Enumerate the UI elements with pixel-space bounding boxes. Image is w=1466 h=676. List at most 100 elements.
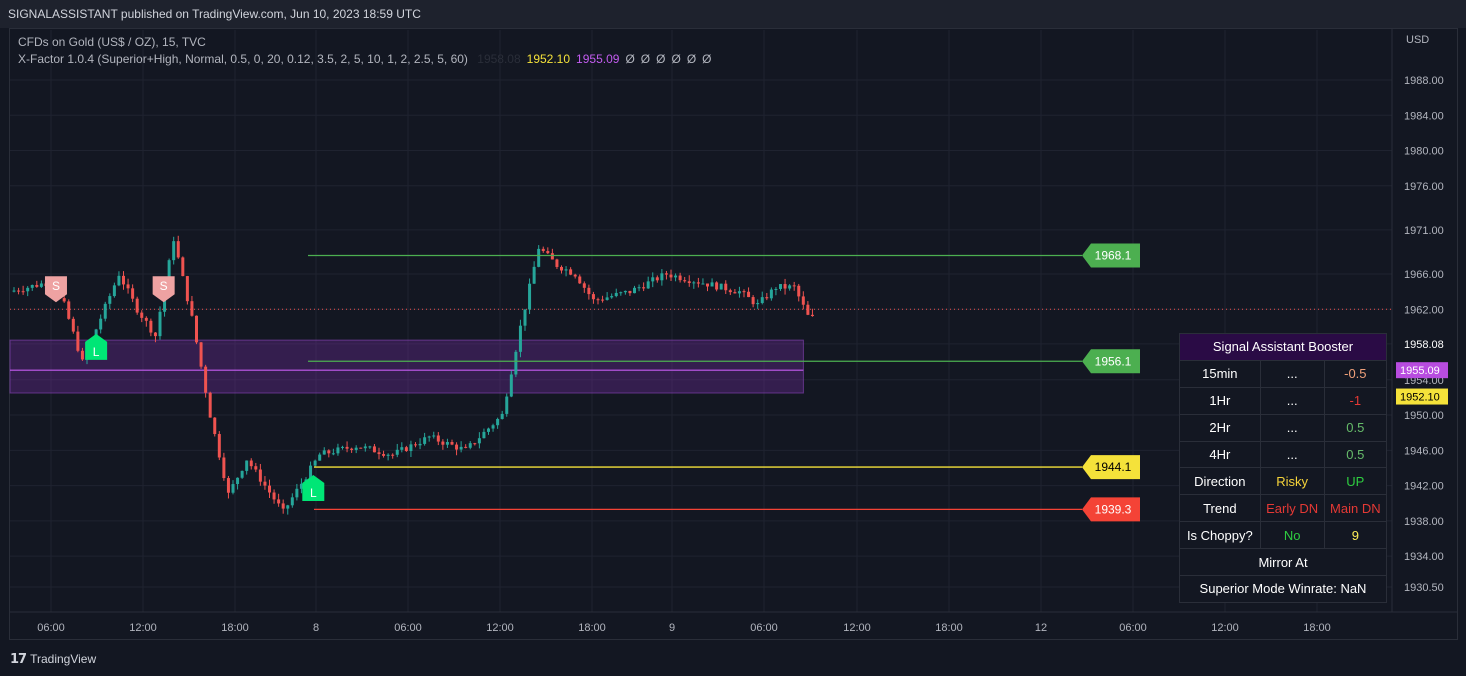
candle-body: [541, 248, 545, 252]
booster-title: Signal Assistant Booster: [1179, 333, 1387, 361]
x-tick-label: 06:00: [1119, 622, 1147, 634]
candle-body: [268, 485, 271, 493]
booster-row: Direction Risky UP: [1179, 467, 1388, 496]
candle-body: [427, 436, 431, 438]
publish-header-text: SIGNALASSISTANT published on TradingView…: [8, 7, 421, 21]
booster-row-label: 4Hr: [1179, 440, 1261, 469]
y-tick-label: 1971.00: [1404, 225, 1444, 237]
candle-body: [797, 285, 801, 297]
candle-body: [792, 285, 796, 287]
candle-body: [204, 366, 208, 393]
candle-body: [742, 291, 746, 293]
candle-body: [610, 296, 614, 298]
long-signal-marker: [302, 475, 325, 502]
candle-body: [122, 275, 125, 285]
candle-body: [327, 450, 331, 454]
candle-body: [642, 287, 646, 289]
candle-body: [153, 332, 157, 337]
candle-body: [26, 287, 30, 292]
signal-label: L: [93, 345, 100, 359]
candle-body: [664, 273, 668, 275]
y-tick-label: 1938.00: [1404, 516, 1444, 528]
candle-body: [801, 296, 805, 305]
level-label: 1939.3: [1095, 502, 1132, 516]
candle-body: [149, 320, 153, 333]
indicator-values: 1958.08 1952.10 1955.09 Ø Ø Ø Ø Ø Ø: [471, 52, 711, 66]
candle-body: [779, 284, 782, 289]
y-tick-label: 1962.00: [1404, 304, 1444, 316]
indicator-value: Ø: [656, 52, 666, 66]
axis-price-tag-label: 1952.10: [1400, 392, 1440, 404]
candle-body: [99, 318, 103, 330]
tradingview-logo[interactable]: 𝟭𝟳 TradingView: [10, 651, 96, 667]
currency-label[interactable]: USD: [1406, 34, 1430, 46]
candle-body: [464, 446, 468, 448]
candle-body: [363, 446, 367, 449]
candle-body: [518, 325, 522, 352]
indicator-legend-text: X-Factor 1.0.4 (Superior+High, Normal, 0…: [18, 52, 468, 66]
candle-body: [208, 392, 212, 418]
booster-row-mid: ...: [1259, 413, 1325, 442]
candle-body: [678, 275, 682, 281]
candle-body: [277, 499, 281, 504]
indicator-value: Ø: [671, 52, 681, 66]
candle-body: [62, 298, 66, 302]
candle-body: [810, 314, 814, 317]
level-label: 1968.1: [1095, 248, 1132, 262]
signal-markers: S L S L: [44, 276, 325, 502]
candle-body: [126, 284, 130, 289]
indicator-legend[interactable]: X-Factor 1.0.4 (Superior+High, Normal, 0…: [18, 52, 712, 66]
candle-body: [245, 460, 249, 471]
candle-body: [281, 503, 285, 509]
candle-body: [459, 446, 463, 450]
y-tick-label: 1934.00: [1404, 551, 1444, 563]
candle-body: [655, 277, 659, 281]
candle-body: [550, 253, 554, 260]
candle-body: [295, 488, 299, 498]
x-tick-label: 06:00: [394, 622, 422, 634]
candle-body: [614, 292, 618, 297]
indicator-value: Ø: [625, 52, 635, 66]
booster-row-value: Main DN: [1323, 494, 1388, 523]
candle-body: [135, 298, 139, 313]
candle-body: [400, 447, 404, 450]
booster-row-label: 1Hr: [1179, 386, 1261, 415]
candle-body: [377, 452, 381, 455]
candle-body: [103, 303, 107, 319]
candle-body: [564, 269, 568, 271]
candle-body: [195, 315, 198, 343]
candle-body: [404, 447, 408, 452]
candle-body: [432, 435, 436, 437]
level-label: 1944.1: [1095, 460, 1132, 474]
booster-row-mid: ...: [1259, 386, 1325, 415]
chart-frame: [9, 28, 1458, 640]
candle-body: [696, 282, 700, 284]
level-label: 1956.1: [1095, 354, 1132, 368]
candle-body: [76, 331, 80, 351]
level-tag: [1082, 349, 1140, 374]
candle-body: [523, 309, 527, 326]
grid-lines: [10, 28, 1458, 613]
x-tick-label: 18:00: [578, 622, 606, 634]
candle-body: [222, 457, 226, 479]
candle-body: [578, 276, 582, 284]
y-tick-label: 1946.00: [1404, 445, 1444, 457]
symbol-legend[interactable]: CFDs on Gold (US$ / OZ), 15, TVC: [18, 35, 206, 49]
candle-body: [263, 481, 267, 486]
candle-body: [254, 466, 258, 470]
candle-body: [331, 453, 335, 455]
candle-body: [359, 447, 363, 449]
tradingview-brand: TradingView: [30, 652, 97, 666]
candle-body: [587, 287, 591, 295]
booster-row-value: -1: [1323, 386, 1388, 415]
candle-body: [783, 284, 787, 289]
booster-row-mid: ...: [1259, 359, 1325, 388]
indicator-value: 1958.08: [477, 52, 521, 66]
candle-body: [651, 277, 655, 282]
level-lines: 1968.1 1956.1 1944.1 1939.3: [308, 243, 1140, 522]
booster-row-value: UP: [1323, 467, 1388, 496]
candle-body: [491, 425, 495, 429]
candle-body: [117, 275, 121, 286]
candle-body: [176, 241, 180, 258]
